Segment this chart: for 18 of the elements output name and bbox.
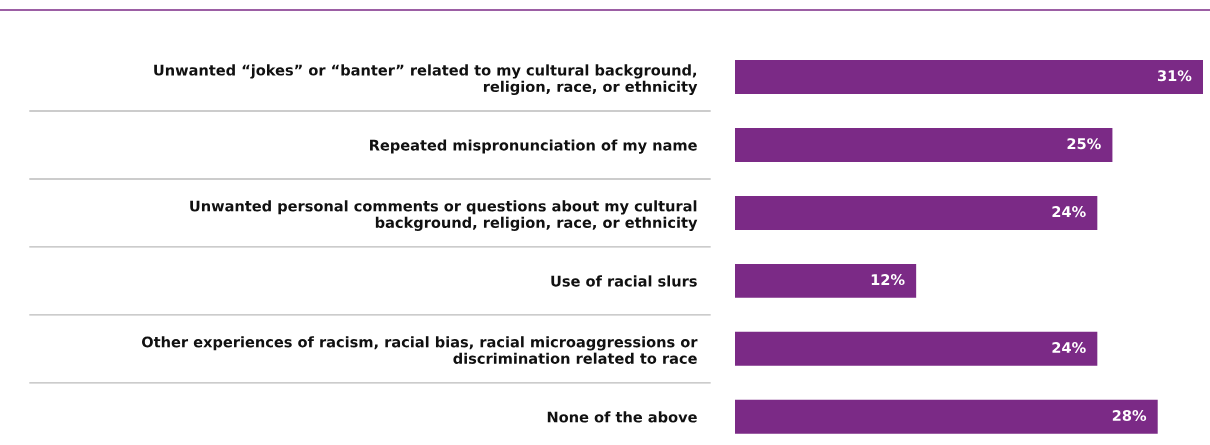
bar [735,263,917,298]
data-label: 24% [1052,342,1086,354]
data-label: 28% [1112,410,1147,422]
bar [735,127,1113,162]
bar [735,331,1098,366]
data-label: 31% [1157,70,1192,82]
y-tick-label: Repeated mispronunciation of my name [370,139,697,154]
data-label: 24% [1052,206,1086,218]
y-tick-label: Use of racial slurs [551,275,697,287]
bar [735,59,1203,94]
y-tick-label: None of the above [547,411,697,423]
y-tick-label: Unwanted personal comments or questions about my cultural background, religion, race, or ethnicity [190,200,698,231]
y-tick-label: Other experiences of racism, racial bias, racial microaggressions or discrimination related to race [141,336,698,364]
y-tick-label: Unwanted “jokes” or “banter” related to my cultural background, religion, race, or ethnicity [154,64,698,95]
data-label: 12% [871,274,905,286]
data-label: 25% [1067,138,1101,150]
bar [735,399,1158,434]
bar [735,195,1098,230]
